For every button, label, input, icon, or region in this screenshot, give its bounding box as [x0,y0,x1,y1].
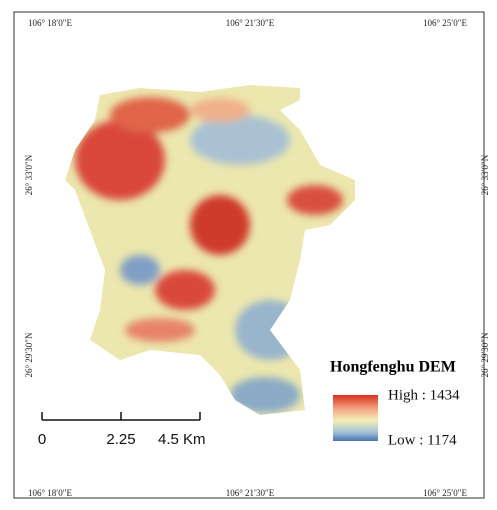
legend-high: High : 1434 [388,387,460,403]
right-coord-label: 26° 33′0″N [480,154,490,195]
right-coord-label: 26° 29′30″N [480,332,490,378]
scale-label: 4.5 Km [158,431,206,448]
legend-low: Low : 1174 [388,432,457,448]
legend-ramp [333,395,378,441]
dem-raster [65,85,355,415]
left-coord-label: 26° 33′0″N [24,154,34,195]
scale-label: 2.25 [106,431,135,448]
bottom-coord-label: 106° 25′0″E [423,488,468,498]
bottom-coord-label: 106° 21′30″E [226,488,275,498]
top-coord-label: 106° 18′0″E [28,18,73,28]
frame [13,11,485,499]
bottom-coord-label: 106° 18′0″E [28,488,73,498]
legend-title: Hongfenghu DEM [330,359,456,376]
top-coord-label: 106° 25′0″E [423,18,468,28]
left-coord-label: 26° 29′30″N [24,332,34,378]
scale-label: 0 [38,431,46,448]
top-coord-label: 106° 21′30″E [226,18,275,28]
scale-bar [41,412,201,421]
